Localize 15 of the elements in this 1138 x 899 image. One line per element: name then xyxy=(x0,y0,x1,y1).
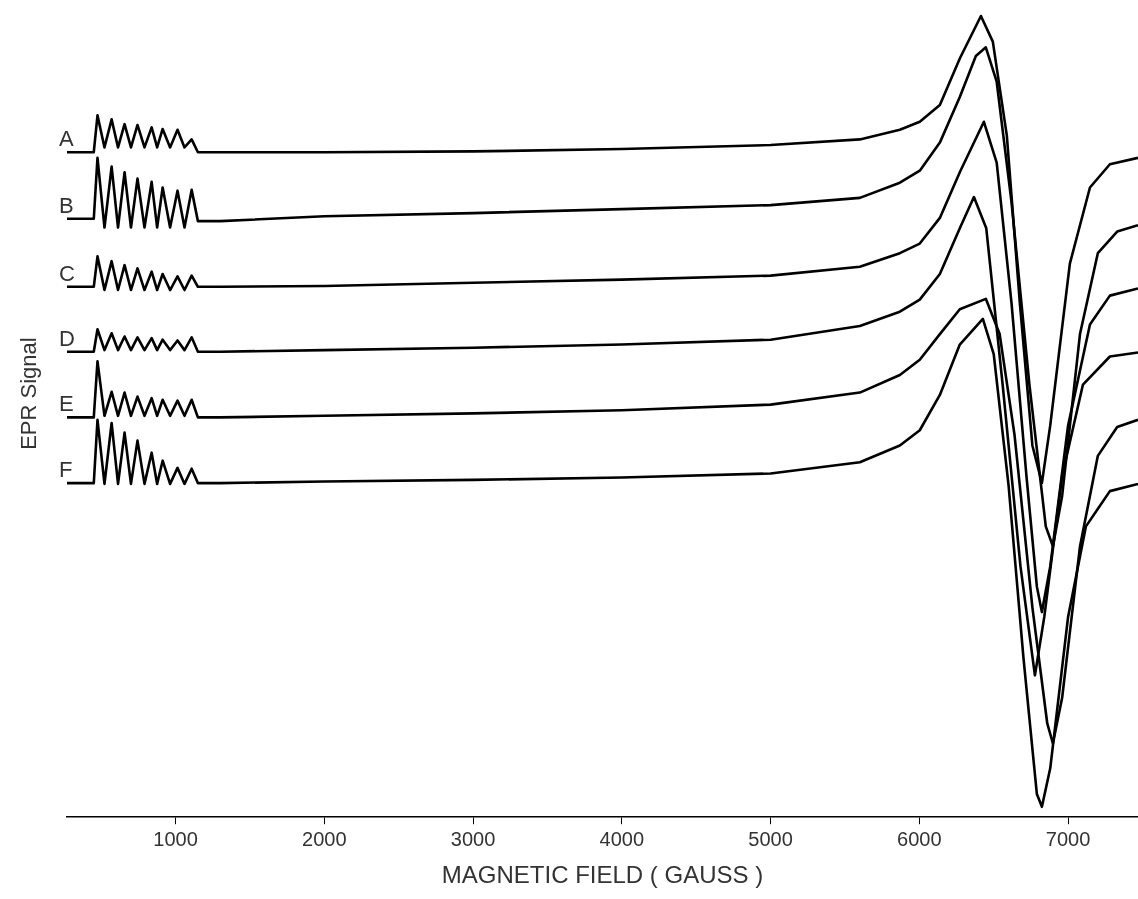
series-label: E xyxy=(59,391,74,417)
series-label: A xyxy=(59,126,74,152)
x-tick-label: 6000 xyxy=(897,827,942,850)
x-axis-title: MAGNETIC FIELD ( GAUSS ) xyxy=(441,861,764,889)
series-label: B xyxy=(59,192,74,218)
x-tick-label: 2000 xyxy=(302,827,347,850)
series-label: C xyxy=(59,260,75,286)
x-tick-label: 4000 xyxy=(599,827,645,850)
series-label: F xyxy=(59,457,73,483)
x-tick-label: 1000 xyxy=(153,827,198,850)
x-tick-label: 5000 xyxy=(748,827,793,850)
x-tick-label: 3000 xyxy=(450,827,496,850)
x-tick-label: 7000 xyxy=(1045,827,1091,850)
series-label: D xyxy=(59,325,75,351)
y-axis-title: EPR Signal xyxy=(16,337,42,450)
